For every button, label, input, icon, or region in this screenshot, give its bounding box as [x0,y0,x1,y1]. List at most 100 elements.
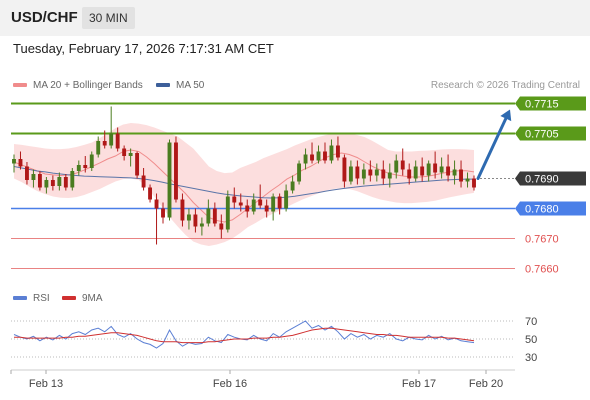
rsi-line [13,320,475,349]
candle-body [465,178,470,182]
legend-label-rsi: RSI [33,293,50,304]
candle-body [433,163,438,173]
candle-body [355,166,360,179]
header-bar: USD/CHF 30 MIN [0,0,590,36]
forecast-arrow-head [500,109,512,122]
rsi-tick-label-70: 70 [525,316,537,328]
candle-body [148,187,152,200]
candle-body [83,165,88,168]
forecast-arrow-shaft [476,117,508,180]
candle-body [50,180,55,186]
candle-body [290,181,295,191]
level-tag-0.7680 [515,201,586,216]
candle-body [199,223,204,227]
time-tick-label-3: Feb 20 [469,378,503,390]
candle-body [18,159,23,167]
candle-body [25,166,29,180]
candle-body [310,154,314,161]
candle-body [387,172,392,179]
level-label-0.7660: 0.7660 [525,264,559,276]
candle-body [394,160,399,173]
level-label-0.7705: 0.7705 [525,129,559,141]
candle-body [141,175,146,188]
timestamp: Tuesday, February 17, 2026 7:17:31 AM CE… [13,41,274,56]
candle-body [374,169,379,176]
level-tag-0.7715 [515,96,586,111]
candle-body [76,165,81,171]
candle-body [284,190,289,209]
candle-body [258,199,263,206]
candle-body [348,166,353,182]
candle-body [439,166,444,173]
candle-body [303,154,308,164]
candle-body [174,142,178,200]
candle-body [459,169,463,182]
legend-label-ma50: MA 50 [176,80,205,91]
timeframe-badge[interactable]: 30 MIN [82,7,135,29]
candle-body [109,133,114,146]
candle-body [219,223,224,230]
level-label-0.7715: 0.7715 [525,99,559,111]
candle-body [446,166,451,176]
ma50-line [13,166,474,199]
candle-body [323,151,327,161]
candle-body [57,177,62,186]
symbol-title: USD/CHF [11,9,78,26]
candle-body [186,214,191,221]
level-tag-0.7690 [515,171,586,186]
candle-body [400,160,405,170]
candle-body [154,199,159,209]
candle-body [361,169,366,179]
legend-rsi: RSI [13,293,50,304]
candle-body [277,196,282,209]
legend-9ma: 9MA [62,293,103,304]
candle-body [329,145,334,161]
bollinger-band-area [14,123,474,246]
legend-swatch-ma50 [156,83,170,88]
candle-body [180,199,185,221]
candle-body [316,151,321,161]
time-tick-label-2: Feb 17 [402,378,436,390]
candle-body [206,208,211,224]
rsi-tick-label-50: 50 [525,334,537,346]
level-label-0.7670: 0.7670 [525,234,559,246]
legend-label-bollinger: MA 20 + Bollinger Bands [33,80,143,91]
candle-body [135,153,140,176]
candle-body [232,196,237,203]
legend-ma50: MA 50 [156,80,204,91]
time-tick-label-1: Feb 16 [213,378,247,390]
candle-body [407,169,412,179]
candle-body [426,163,431,176]
candle-body [342,157,347,182]
candle-body [12,159,16,164]
candle-body [161,208,165,218]
legend-swatch-rsi [13,296,27,301]
candle-body [89,154,94,168]
9ma-line [14,327,475,344]
candle-body [44,180,49,188]
candle-body [336,145,340,158]
level-tag-0.7705 [515,126,586,141]
candle-body [251,199,256,212]
candle-body [212,208,217,224]
legend-swatch-bollinger [13,83,27,88]
candle-body [167,142,172,218]
candle-body [115,133,120,149]
candle-body [264,205,269,212]
candle-body [96,141,101,155]
candle-body [245,205,250,212]
candle-body [297,163,302,182]
candle-body [271,196,276,212]
candle-body [193,214,198,227]
candle-body [225,196,230,230]
credit-text: Research © 2026 Trading Central [430,80,580,91]
legend-swatch-9ma [62,296,76,301]
candle-body [420,166,425,176]
candle-body [70,171,75,188]
candle-body [381,169,386,179]
legend-bollinger: MA 20 + Bollinger Bands [13,80,143,91]
candle-body [102,141,107,146]
candle-body [413,166,418,179]
candle-body [122,148,127,156]
